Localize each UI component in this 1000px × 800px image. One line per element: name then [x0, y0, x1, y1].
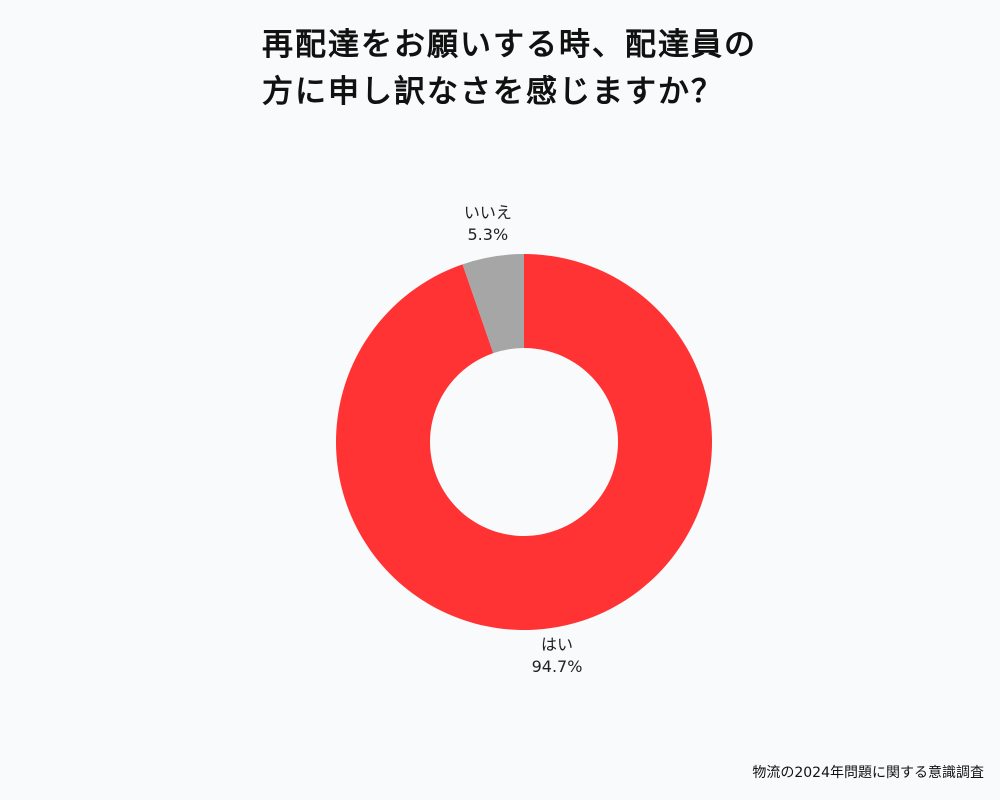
slice-label-1: いいえ	[464, 203, 512, 222]
slice-value-1: 5.3%	[468, 225, 509, 244]
slice-1	[462, 254, 524, 354]
donut-slices	[336, 254, 712, 630]
chart-title: 再配達をお願いする時、配達員の方に申し訳なさを感じますか？	[262, 27, 757, 110]
slice-0	[336, 254, 712, 630]
source-note: 物流の2024年問題に関する意識調査	[752, 765, 984, 781]
slice-value-0: 94.7%	[532, 657, 583, 676]
slice-label-0: はい	[541, 635, 573, 654]
donut-labels: はい 94.7% いいえ 5.3%	[464, 203, 583, 676]
